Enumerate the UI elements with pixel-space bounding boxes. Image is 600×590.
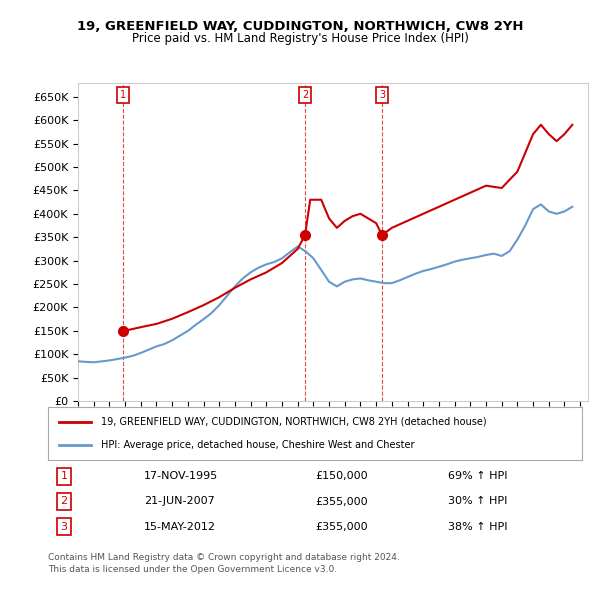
Text: Price paid vs. HM Land Registry's House Price Index (HPI): Price paid vs. HM Land Registry's House … xyxy=(131,32,469,45)
Text: 69% ↑ HPI: 69% ↑ HPI xyxy=(449,471,508,481)
Text: 2: 2 xyxy=(61,497,68,506)
Text: 19, GREENFIELD WAY, CUDDINGTON, NORTHWICH, CW8 2YH: 19, GREENFIELD WAY, CUDDINGTON, NORTHWIC… xyxy=(77,20,523,33)
Text: 1: 1 xyxy=(120,90,126,100)
Text: 3: 3 xyxy=(61,522,68,532)
Text: 2: 2 xyxy=(302,90,308,100)
Text: 19, GREENFIELD WAY, CUDDINGTON, NORTHWICH, CW8 2YH (detached house): 19, GREENFIELD WAY, CUDDINGTON, NORTHWIC… xyxy=(101,417,487,427)
Text: 38% ↑ HPI: 38% ↑ HPI xyxy=(449,522,508,532)
Text: 17-NOV-1995: 17-NOV-1995 xyxy=(144,471,218,481)
Text: £355,000: £355,000 xyxy=(315,497,368,506)
Text: £355,000: £355,000 xyxy=(315,522,368,532)
Text: 30% ↑ HPI: 30% ↑ HPI xyxy=(449,497,508,506)
Text: 15-MAY-2012: 15-MAY-2012 xyxy=(144,522,216,532)
Text: HPI: Average price, detached house, Cheshire West and Chester: HPI: Average price, detached house, Ches… xyxy=(101,440,415,450)
Text: 21-JUN-2007: 21-JUN-2007 xyxy=(144,497,215,506)
Text: 1: 1 xyxy=(61,471,68,481)
Text: 3: 3 xyxy=(379,90,385,100)
Text: Contains HM Land Registry data © Crown copyright and database right 2024.: Contains HM Land Registry data © Crown c… xyxy=(48,553,400,562)
Text: This data is licensed under the Open Government Licence v3.0.: This data is licensed under the Open Gov… xyxy=(48,565,337,574)
Text: £150,000: £150,000 xyxy=(315,471,368,481)
